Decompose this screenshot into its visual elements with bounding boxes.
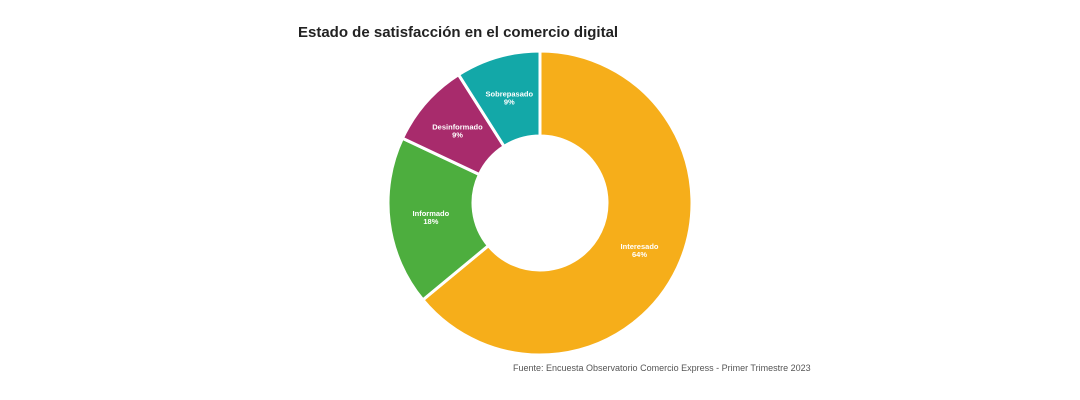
slice-label-desinformado: Desinformado: [432, 122, 483, 131]
slice-label-sobrepasado: Sobrepasado: [486, 89, 534, 98]
slice-label-informado: Informado: [413, 209, 450, 218]
donut-slice-interesado: [420, 49, 694, 357]
slice-value-informado: 18%: [423, 217, 438, 226]
donut-slice-informado: [386, 136, 491, 303]
slice-value-interesado: 64%: [632, 250, 647, 259]
slice-value-sobrepasado: 9%: [504, 97, 515, 106]
source-note: Fuente: Encuesta Observatorio Comercio E…: [513, 363, 811, 373]
chart-title: Estado de satisfacción en el comercio di…: [298, 24, 619, 41]
donut-slice-sobrepasado: [456, 49, 542, 149]
slice-value-desinformado: 9%: [452, 130, 463, 139]
slice-label-interesado: Interesado: [621, 242, 659, 251]
